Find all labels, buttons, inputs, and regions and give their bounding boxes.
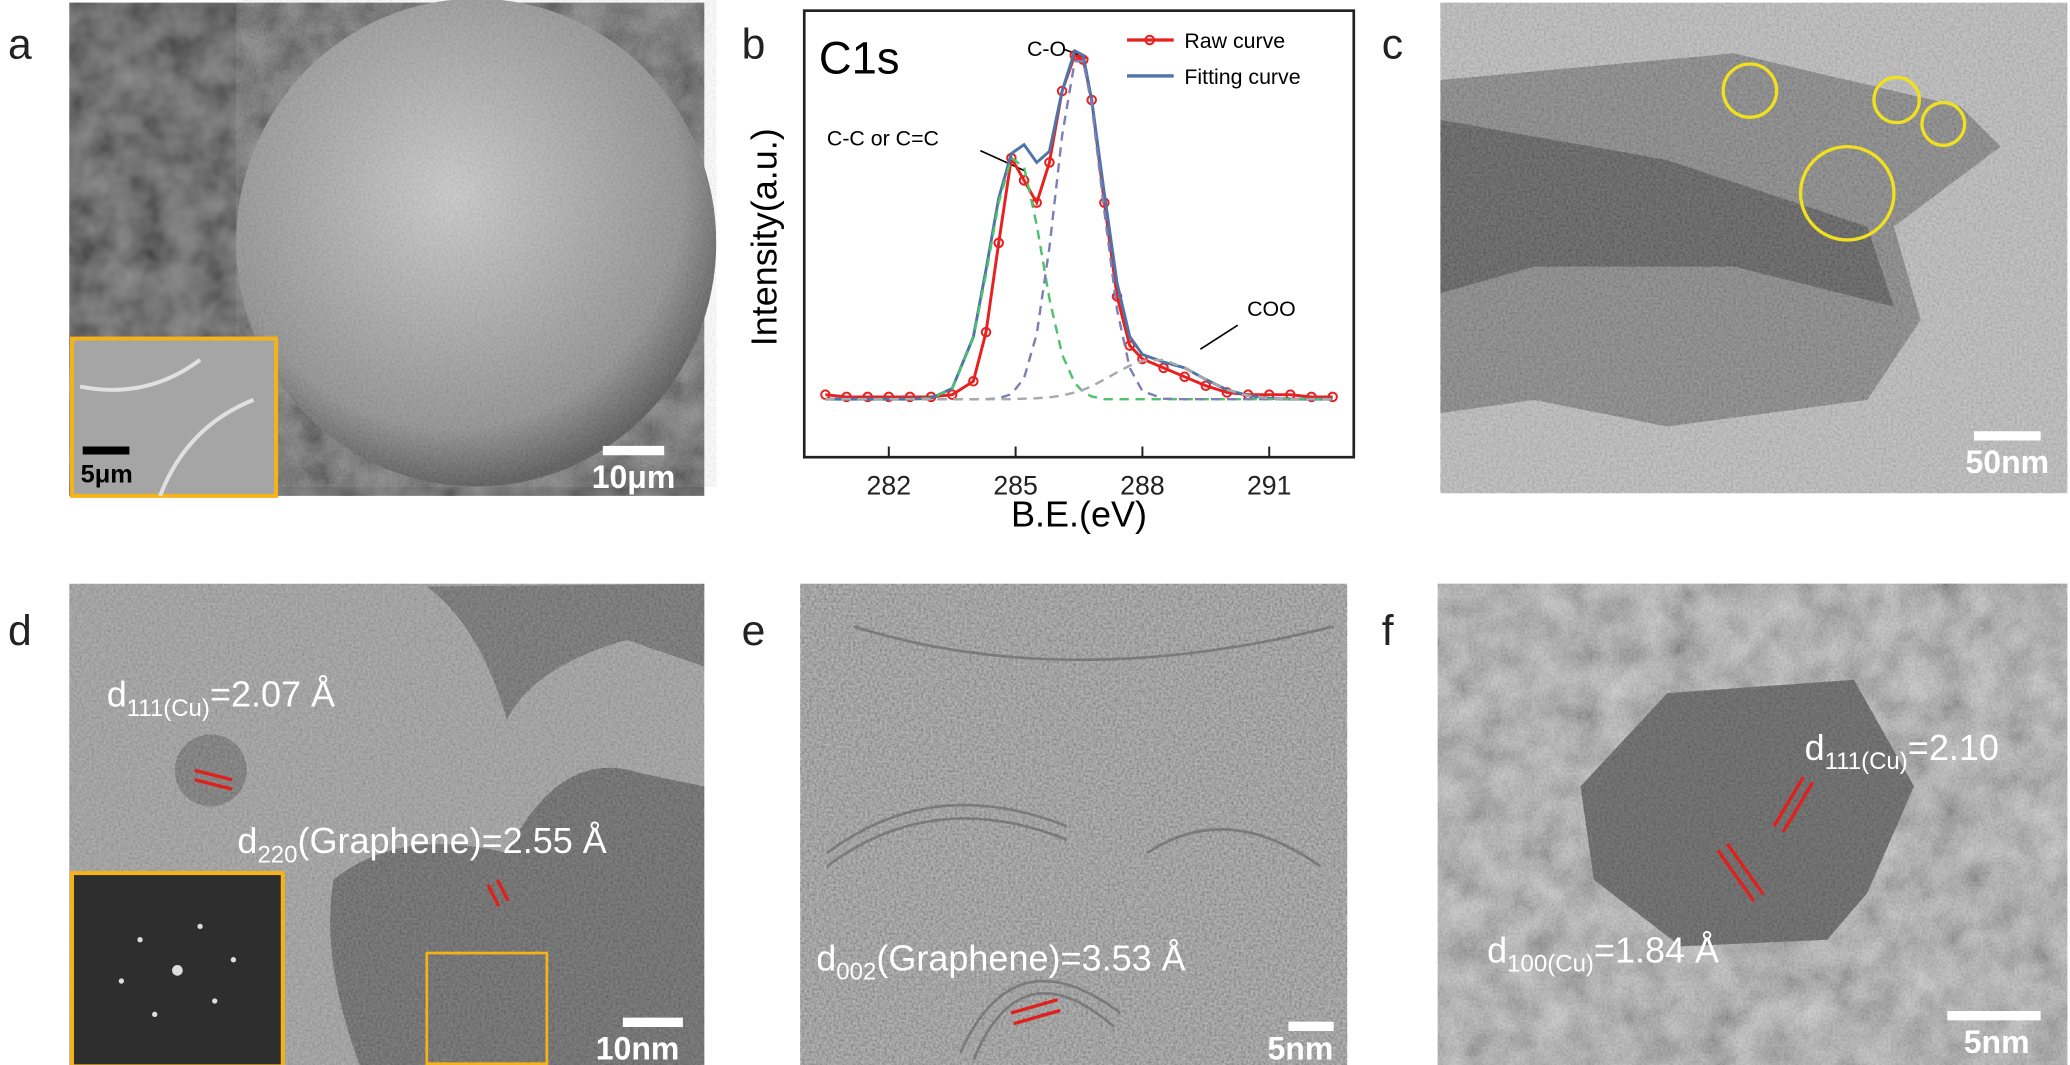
panel-a: 5μm 10μm a <box>8 0 717 498</box>
y-axis-label: Intensity(a.u.) <box>743 128 784 346</box>
texture <box>1440 2 2068 494</box>
data-point <box>968 376 979 387</box>
panel-c: 50nm c <box>1382 2 2068 494</box>
scale-text: 5nm <box>1964 1024 2030 1060</box>
data-point <box>1158 362 1169 374</box>
legend-label: Fitting curve <box>1184 65 1300 89</box>
data-point <box>1179 371 1190 383</box>
lattice-marks <box>1716 776 1815 903</box>
annotation: COO <box>1247 297 1296 321</box>
texture <box>800 583 1348 1065</box>
lattice-marks <box>194 768 510 908</box>
x-tick-label: 282 <box>867 471 911 501</box>
data-point <box>1327 391 1338 403</box>
plot-frame <box>802 9 1356 459</box>
inset-scale-text: 5μm <box>81 461 133 489</box>
data-point <box>993 237 1004 249</box>
data-point <box>1200 380 1212 392</box>
lattice-label: d220(Graphene)=2.55 Å <box>237 820 606 868</box>
highlight <box>1798 144 1896 242</box>
panel-label: f <box>1382 607 1394 655</box>
data-point <box>1018 175 1030 186</box>
data-point <box>841 391 852 403</box>
legend-label: Raw curve <box>1184 29 1285 53</box>
fft-region <box>425 951 549 1065</box>
panel-label: b <box>742 21 766 69</box>
series-line <box>825 358 1333 401</box>
lattice-label: d002(Graphene)=3.53 Å <box>816 937 1185 985</box>
x-axis-label: B.E.(eV) <box>1011 494 1147 535</box>
highlight <box>1721 62 1779 119</box>
x-tick-label: 291 <box>1247 471 1291 501</box>
inset-detail <box>79 358 255 497</box>
scale-text: 50nm <box>1966 444 2050 480</box>
legend-marker <box>1144 34 1155 46</box>
chart-title: C1s <box>819 32 900 83</box>
series-line <box>825 59 1333 401</box>
panel-e: d002(Graphene)=3.53 Å 5nm e <box>742 583 1348 1065</box>
panel-d: d111(Cu)=2.07 Å d220(Graphene)=2.55 Å 10… <box>8 583 705 1065</box>
data-point <box>1044 157 1055 168</box>
data-point <box>1306 391 1317 403</box>
x-tick-label: 288 <box>1120 471 1164 501</box>
panel-label: e <box>742 607 766 655</box>
scale-text: 10μm <box>592 459 676 495</box>
data-point <box>862 391 873 403</box>
data-point <box>883 391 895 403</box>
scale-text: 10nm <box>596 1031 680 1065</box>
texture <box>1437 583 2068 1065</box>
scale-text: 5nm <box>1268 1031 1334 1065</box>
x-tick-label: 285 <box>993 471 1037 501</box>
lattice-marks <box>1010 998 1061 1026</box>
highlight <box>1872 75 1921 125</box>
lattice-label: d100(Cu)=1.84 Å <box>1487 929 1719 977</box>
lattice-label: d111(Cu)=2.07 Å <box>107 673 335 721</box>
fringes <box>826 625 1335 1061</box>
data-point <box>946 389 958 400</box>
data-point <box>904 391 916 403</box>
lattice-label: d111(Cu)=2.10 <box>1805 727 1999 775</box>
panel-label: a <box>8 21 32 69</box>
panel-b: b C1s B.E.(eV) Intensity(a.u.) C-O C-C o… <box>742 9 1356 535</box>
annotation: C-C or C=C <box>827 126 939 150</box>
arrow <box>1199 324 1239 350</box>
annotation: C-O <box>1027 37 1066 61</box>
panel-label: d <box>8 607 32 655</box>
highlight <box>1920 100 1967 147</box>
panel-label: c <box>1382 21 1403 69</box>
data-point <box>980 326 992 338</box>
panel-f: d111(Cu)=2.10 d100(Cu)=1.84 Å 5nm f <box>1382 583 2068 1065</box>
texture <box>236 0 717 487</box>
fft-spots <box>118 923 237 1018</box>
